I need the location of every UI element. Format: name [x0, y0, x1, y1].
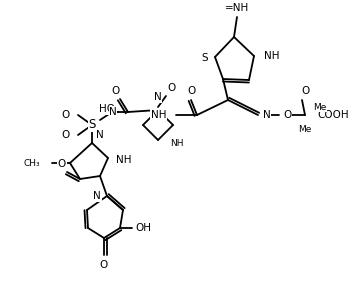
- Text: O: O: [187, 86, 195, 96]
- Text: N: N: [109, 107, 117, 117]
- Text: S: S: [201, 53, 208, 63]
- Text: O: O: [111, 86, 119, 96]
- Text: NH: NH: [170, 140, 184, 148]
- Text: N: N: [154, 92, 162, 102]
- Text: O: O: [283, 110, 291, 120]
- Text: CH₃: CH₃: [23, 158, 40, 168]
- Text: NH: NH: [150, 110, 166, 120]
- Text: O: O: [58, 159, 66, 169]
- Text: O: O: [100, 260, 108, 270]
- Text: =NH: =NH: [225, 3, 249, 13]
- Text: N: N: [263, 110, 271, 120]
- Text: Me: Me: [298, 124, 312, 134]
- Text: N: N: [57, 158, 65, 168]
- Text: O: O: [62, 130, 70, 140]
- Text: NH: NH: [116, 155, 132, 165]
- Text: S: S: [88, 118, 96, 132]
- Text: COOH: COOH: [317, 110, 349, 120]
- Text: O: O: [167, 83, 175, 93]
- Text: N: N: [96, 130, 104, 140]
- Text: O: O: [62, 110, 70, 120]
- Text: OH: OH: [135, 223, 151, 233]
- Text: HO: HO: [99, 104, 115, 114]
- Text: O: O: [301, 86, 309, 96]
- Text: Me: Me: [313, 102, 327, 112]
- Text: N: N: [93, 191, 101, 201]
- Text: NH: NH: [264, 51, 280, 61]
